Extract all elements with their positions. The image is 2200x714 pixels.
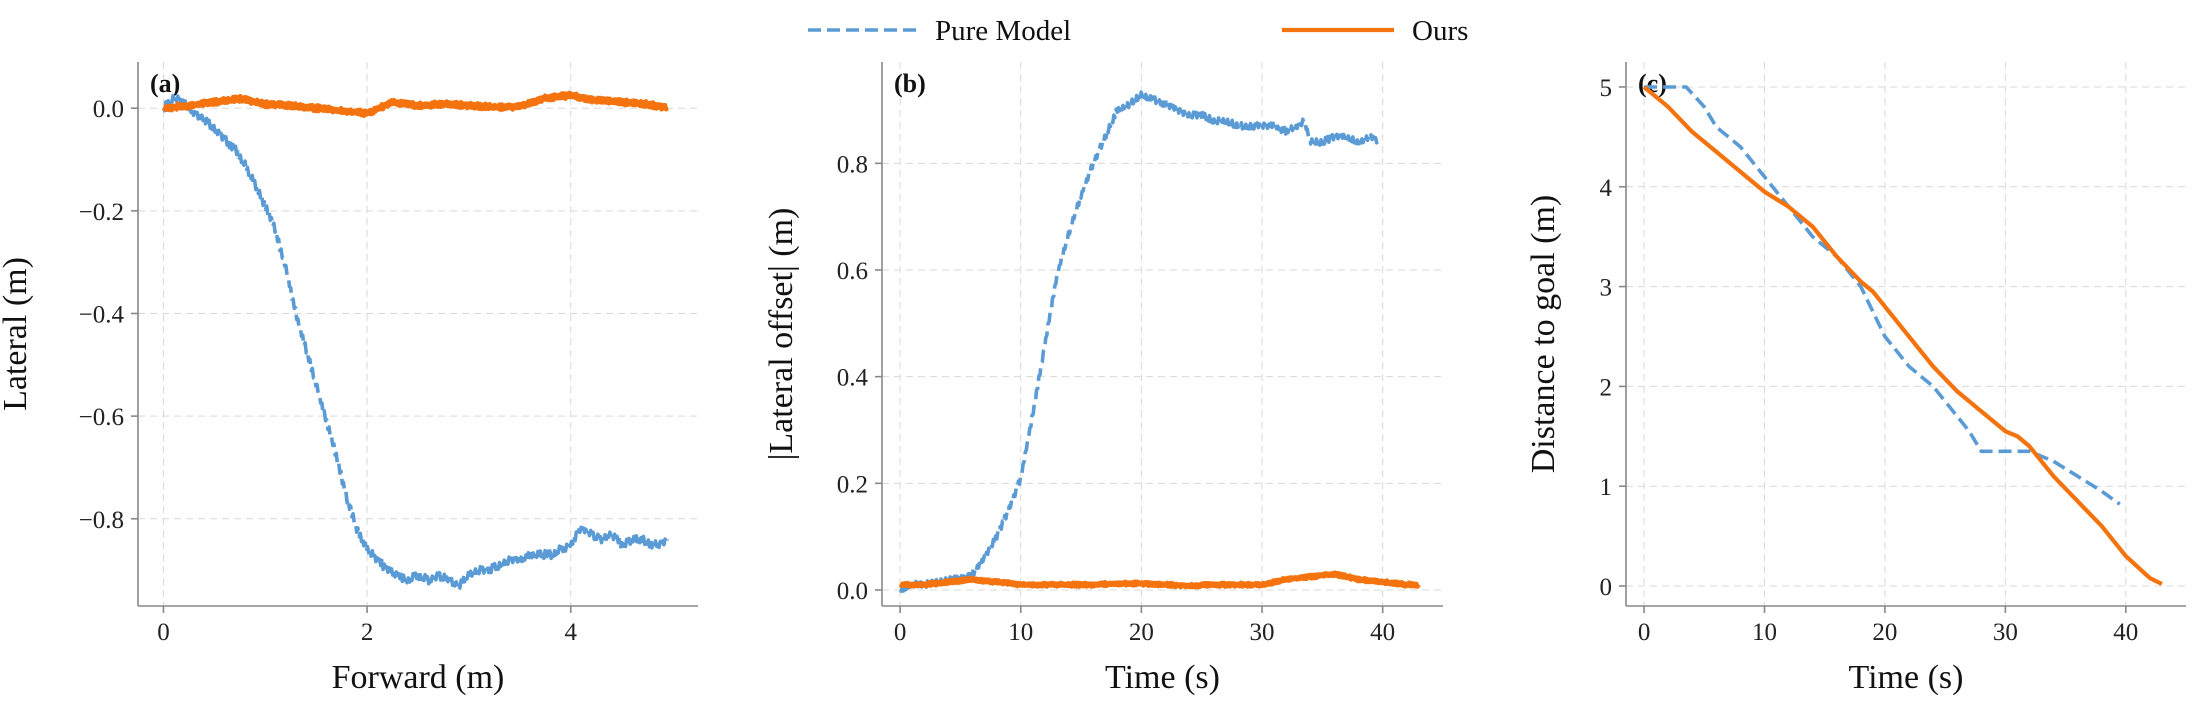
y-tick-label: 4 <box>1600 175 1613 202</box>
legend-label: Ours <box>1412 15 1468 47</box>
x-tick-label: 30 <box>1250 619 1275 646</box>
y-tick-label: 0.8 <box>837 151 868 178</box>
y-tick-label: 3 <box>1600 275 1613 302</box>
x-tick-label: 40 <box>1370 619 1395 646</box>
y-tick-label: 0 <box>1600 574 1613 601</box>
x-axis-label: Forward (m) <box>332 659 505 696</box>
x-axis-label: Time (s) <box>1105 659 1220 696</box>
y-tick-label: −0.8 <box>79 507 124 534</box>
y-tick-label: 0.2 <box>837 471 868 498</box>
panel-b: 0 10 20 30 40 0.0 0.2 0.4 0.6 0.8 Time (s) |Lateral… <box>763 62 1443 696</box>
series-line-pure-model <box>898 90 1379 593</box>
y-axis-label: |Lateral offset| (m) <box>763 208 800 461</box>
y-tick-label: 0.0 <box>93 96 124 123</box>
panel-c: 0 10 20 30 40 0 1 2 3 4 5 Time (s) Distance to goal … <box>1525 62 2186 696</box>
series-line-ours <box>162 90 669 118</box>
y-axis-label: Distance to goal (m) <box>1525 195 1562 474</box>
series-line-ours <box>1642 85 2163 586</box>
panel-label: (a) <box>150 69 180 98</box>
y-tick-label: 0.6 <box>837 258 868 285</box>
x-tick-label: 4 <box>564 619 577 646</box>
y-tick-label: 5 <box>1600 75 1613 102</box>
y-tick-label: −0.2 <box>79 199 124 226</box>
x-tick-label: 0 <box>157 619 170 646</box>
y-axis-label: Lateral (m) <box>0 257 34 411</box>
x-tick-label: 10 <box>1008 619 1033 646</box>
x-tick-label: 30 <box>1993 619 2018 646</box>
legend: Pure Model Ours <box>808 15 1468 47</box>
x-tick-label: 20 <box>1129 619 1154 646</box>
panels: 0 2 4 0.0 −0.2 −0.4 −0.6 −0.8 Forward (m) Lateral… <box>0 62 2186 696</box>
y-tick-label: 0.0 <box>837 578 868 605</box>
panel-a: 0 2 4 0.0 −0.2 −0.4 −0.6 −0.8 Forward (m) Lateral… <box>0 62 698 696</box>
y-tick-label: 2 <box>1600 374 1613 401</box>
x-tick-label: 0 <box>1638 619 1651 646</box>
series-line-ours <box>898 570 1421 590</box>
panel-label: (b) <box>894 69 926 98</box>
y-tick-label: −0.4 <box>79 301 125 328</box>
x-axis-label: Time (s) <box>1849 659 1964 696</box>
legend-label: Pure Model <box>935 15 1071 47</box>
y-tick-label: −0.6 <box>79 404 124 431</box>
x-tick-label: 0 <box>894 619 907 646</box>
x-tick-label: 20 <box>1872 619 1897 646</box>
series-line-pure-model <box>1644 85 2121 506</box>
series-line-pure-model <box>161 93 670 590</box>
x-tick-label: 2 <box>361 619 374 646</box>
y-tick-label: 0.4 <box>837 365 869 392</box>
x-tick-label: 10 <box>1752 619 1777 646</box>
x-tick-label: 40 <box>2113 619 2138 646</box>
y-tick-label: 1 <box>1600 474 1613 501</box>
